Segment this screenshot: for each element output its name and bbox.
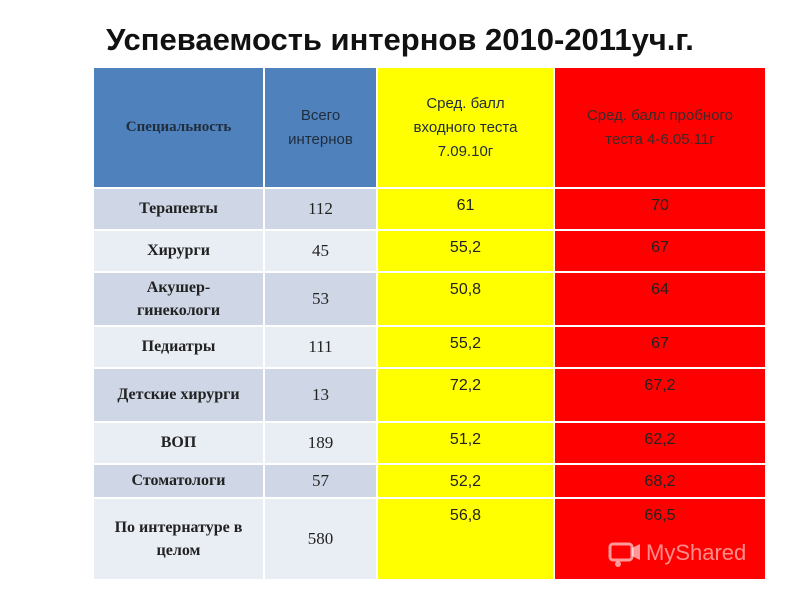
total-cell: 112 xyxy=(264,188,378,231)
table-row: ВОП 189 51,2 62,2 xyxy=(94,422,767,465)
specialty-cell: Акушер-гинекологи xyxy=(94,272,265,327)
entry-score-cell: 50,8 xyxy=(377,272,555,327)
specialty-cell: По интернатуре в целом xyxy=(94,498,265,581)
trial-score-cell: 66,5 xyxy=(554,498,767,581)
trial-score-cell: 67 xyxy=(554,326,767,369)
total-cell: 13 xyxy=(264,368,378,423)
trial-score-cell: 67,2 xyxy=(554,368,767,423)
entry-score-cell: 51,2 xyxy=(377,422,555,465)
trial-score-cell: 70 xyxy=(554,188,767,231)
table-row: Хирурги 45 55,2 67 xyxy=(94,230,767,273)
specialty-cell: Хирурги xyxy=(94,230,265,273)
entry-score-cell: 55,2 xyxy=(377,326,555,369)
header-entry-test: Сред. балл входного теста 7.09.10г xyxy=(377,68,555,189)
entry-score-cell: 55,2 xyxy=(377,230,555,273)
specialty-cell: Терапевты xyxy=(94,188,265,231)
entry-score-cell: 72,2 xyxy=(377,368,555,423)
page-title: Успеваемость интернов 2010-2011уч.г. xyxy=(106,22,694,57)
myshared-logo-icon xyxy=(608,542,640,567)
trial-score-cell: 64 xyxy=(554,272,767,327)
table-row: Терапевты 112 61 70 xyxy=(94,188,767,231)
entry-score-cell: 52,2 xyxy=(377,464,555,499)
entry-score-cell: 61 xyxy=(377,188,555,231)
total-cell: 111 xyxy=(264,326,378,369)
specialty-cell: Педиатры xyxy=(94,326,265,369)
header-specialty: Специальность xyxy=(94,68,265,189)
table-row: Детские хирурги 13 72,2 67,2 xyxy=(94,368,767,423)
table-row: Педиатры 111 55,2 67 xyxy=(94,326,767,369)
watermark-text: MyShared xyxy=(646,540,747,565)
total-cell: 580 xyxy=(264,498,378,581)
table-row: По интернатуре в целом 580 56,8 66,5 xyxy=(94,498,767,581)
table-row: Стоматологи 57 52,2 68,2 xyxy=(94,464,767,499)
trial-score-cell: 67 xyxy=(554,230,767,273)
total-cell: 53 xyxy=(264,272,378,327)
header-total: Всего интернов xyxy=(264,68,378,189)
header-trial-test: Сред. балл пробного теста 4-6.05.11г xyxy=(554,68,767,189)
myshared-watermark: MyShared xyxy=(608,538,746,568)
entry-score-cell: 56,8 xyxy=(377,498,555,581)
specialty-cell: Детские хирурги xyxy=(94,368,265,423)
results-table: Специальность Всего интернов Сред. балл … xyxy=(94,68,767,581)
trial-score-cell: 68,2 xyxy=(554,464,767,499)
total-cell: 57 xyxy=(264,464,378,499)
specialty-cell: ВОП xyxy=(94,422,265,465)
specialty-cell: Стоматологи xyxy=(94,464,265,499)
total-cell: 189 xyxy=(264,422,378,465)
total-cell: 45 xyxy=(264,230,378,273)
table-header-row: Специальность Всего интернов Сред. балл … xyxy=(94,68,767,189)
table-row: Акушер-гинекологи 53 50,8 64 xyxy=(94,272,767,327)
trial-score-cell: 62,2 xyxy=(554,422,767,465)
